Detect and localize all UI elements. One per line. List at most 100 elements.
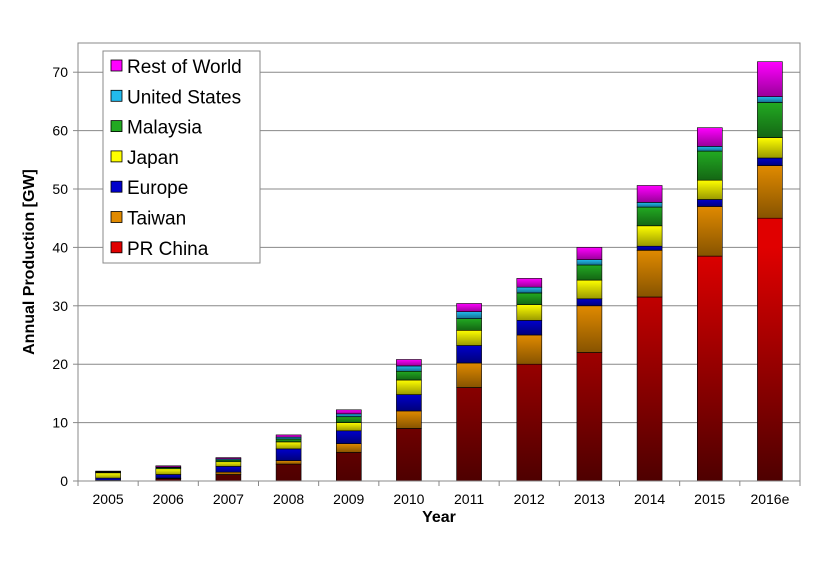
bar-segment-rest-of-world-2009 [335,409,362,415]
bar-segment-pr-china-2015 [696,255,723,482]
bar-segment-pr-china-2010 [396,428,422,482]
bar-segment-europe-2016e [757,157,783,166]
y-tick-label: 30 [52,298,68,314]
x-axis-ticks: 2005 2006 2007 2008 2009 2010 2011 2012 2013 2014… [77,481,801,507]
bar-segment-malaysia-2008 [275,438,302,443]
bar-segment-japan-2011 [456,329,482,346]
bar-segment-europe-2015 [696,199,723,207]
bar-segment-malaysia-2009 [335,416,362,423]
x-tick-label: 2008 [273,491,304,507]
bar-segment-japan-2010 [396,379,422,395]
bar-segment-rest-of-world-2012 [516,278,543,288]
bar-segment-malaysia-2016e [757,102,783,138]
bar-segment-taiwan-2012 [516,334,543,365]
bar-segment-europe-2008 [275,448,302,461]
bar-segment-pr-china-2011 [456,387,482,482]
bar-segment-malaysia-2014 [636,206,663,227]
bar-segment-united-states-2013 [576,259,603,266]
bar-segment-taiwan-2013 [576,305,603,353]
legend-swatch [110,180,123,193]
legend-swatch [110,89,123,102]
y-tick-label: 40 [52,239,68,255]
bar-segment-taiwan-2011 [456,362,482,388]
y-tick-label: 70 [52,64,68,80]
bar-segment-malaysia-2015 [696,150,723,181]
bar-segment-rest-of-world-2016e [757,61,783,98]
bar-segment-united-states-2010 [396,365,422,372]
bar-segment-japan-2013 [576,279,603,300]
legend-label: Rest of World [127,57,242,78]
bar-segment-rest-of-world-2013 [576,247,603,260]
legend-label: PR China [127,239,209,260]
legend-label: Taiwan [127,209,186,230]
bar-segment-united-states-2014 [636,202,663,208]
x-tick-label: 2015 [694,491,725,507]
bar-segment-rest-of-world-2006 [155,465,182,468]
legend-label: Europe [127,178,188,199]
bar-segment-pr-china-2013 [576,352,603,482]
legend-box [102,50,261,264]
bar-segment-united-states-2011 [456,311,482,319]
x-tick-label: 2009 [333,491,364,507]
bar-segment-united-states-2016e [757,96,783,103]
bar-segment-pr-china-2008 [275,463,302,482]
bar-segment-japan-2007 [215,461,242,467]
bar-segment-pr-china-2014 [636,296,663,482]
bar-segment-japan-2012 [516,304,543,321]
bars [95,61,783,482]
bar-segment-europe-2006 [155,474,182,479]
x-tick-label: 2012 [514,491,545,507]
y-axis-ticks: 0 10 20 30 40 50 60 70 [52,64,78,489]
y-tick-label: 50 [52,181,68,197]
bar-segment-taiwan-2008 [275,460,302,465]
y-axis-title: Annual Production [GW] [21,169,38,355]
bar-segment-rest-of-world-2011 [456,303,482,312]
bar-segment-japan-2008 [275,441,302,450]
bar-segment-malaysia-2013 [576,264,603,281]
bar-segment-taiwan-2009 [335,443,362,453]
legend-label: Malaysia [127,118,202,139]
bar-segment-pr-china-2009 [335,452,362,482]
x-tick-label: 2013 [574,491,605,507]
bar-segment-europe-2005 [95,477,121,481]
bar-segment-europe-2012 [516,320,543,336]
legend-swatch [110,59,123,72]
bar-segment-rest-of-world-2007 [215,457,242,460]
x-tick-label: 2011 [454,491,484,507]
bar-segment-taiwan-2014 [636,250,663,298]
bar-segment-pr-china-2012 [516,363,543,482]
x-tick-label: 2007 [213,491,244,507]
x-tick-label: 2005 [93,491,124,507]
bar-segment-taiwan-2016e [757,165,783,219]
bar-segment-rest-of-world-2015 [696,127,723,147]
bar-segment-europe-2010 [396,394,422,412]
y-tick-label: 0 [60,473,68,489]
bar-segment-europe-2013 [576,298,603,307]
bar-segment-europe-2014 [636,245,663,251]
bar-segment-malaysia-2010 [396,370,422,381]
y-tick-label: 60 [52,123,68,139]
bar-segment-rest-of-world-2008 [275,434,302,438]
legend-swatch [110,211,123,223]
bar-segment-rest-of-world-2010 [396,359,422,367]
legend-swatch [110,150,123,163]
bar-segment-taiwan-2007 [215,471,242,475]
bar-segment-japan-2016e [757,137,783,159]
bar-segment-united-states-2012 [516,286,543,294]
y-tick-label: 10 [52,415,68,431]
bar-segment-united-states-2009 [335,413,362,417]
x-tick-label: 2014 [634,491,665,507]
bar-segment-rest-of-world-2005 [95,470,121,473]
bar-segment-pr-china-2007 [215,474,242,482]
bar-segment-malaysia-2012 [516,292,543,305]
legend-label: Japan [127,148,179,169]
bar-segment-united-states-2015 [696,146,723,152]
bar-segment-malaysia-2011 [456,318,482,331]
bar-segment-taiwan-2015 [696,206,723,257]
legend-swatch [110,120,123,132]
bar-segment-japan-2009 [335,422,362,432]
x-tick-label: 2016e [750,491,789,507]
y-tick-label: 20 [52,356,68,372]
legend-label: United States [127,87,241,108]
bar-segment-europe-2009 [335,430,362,444]
